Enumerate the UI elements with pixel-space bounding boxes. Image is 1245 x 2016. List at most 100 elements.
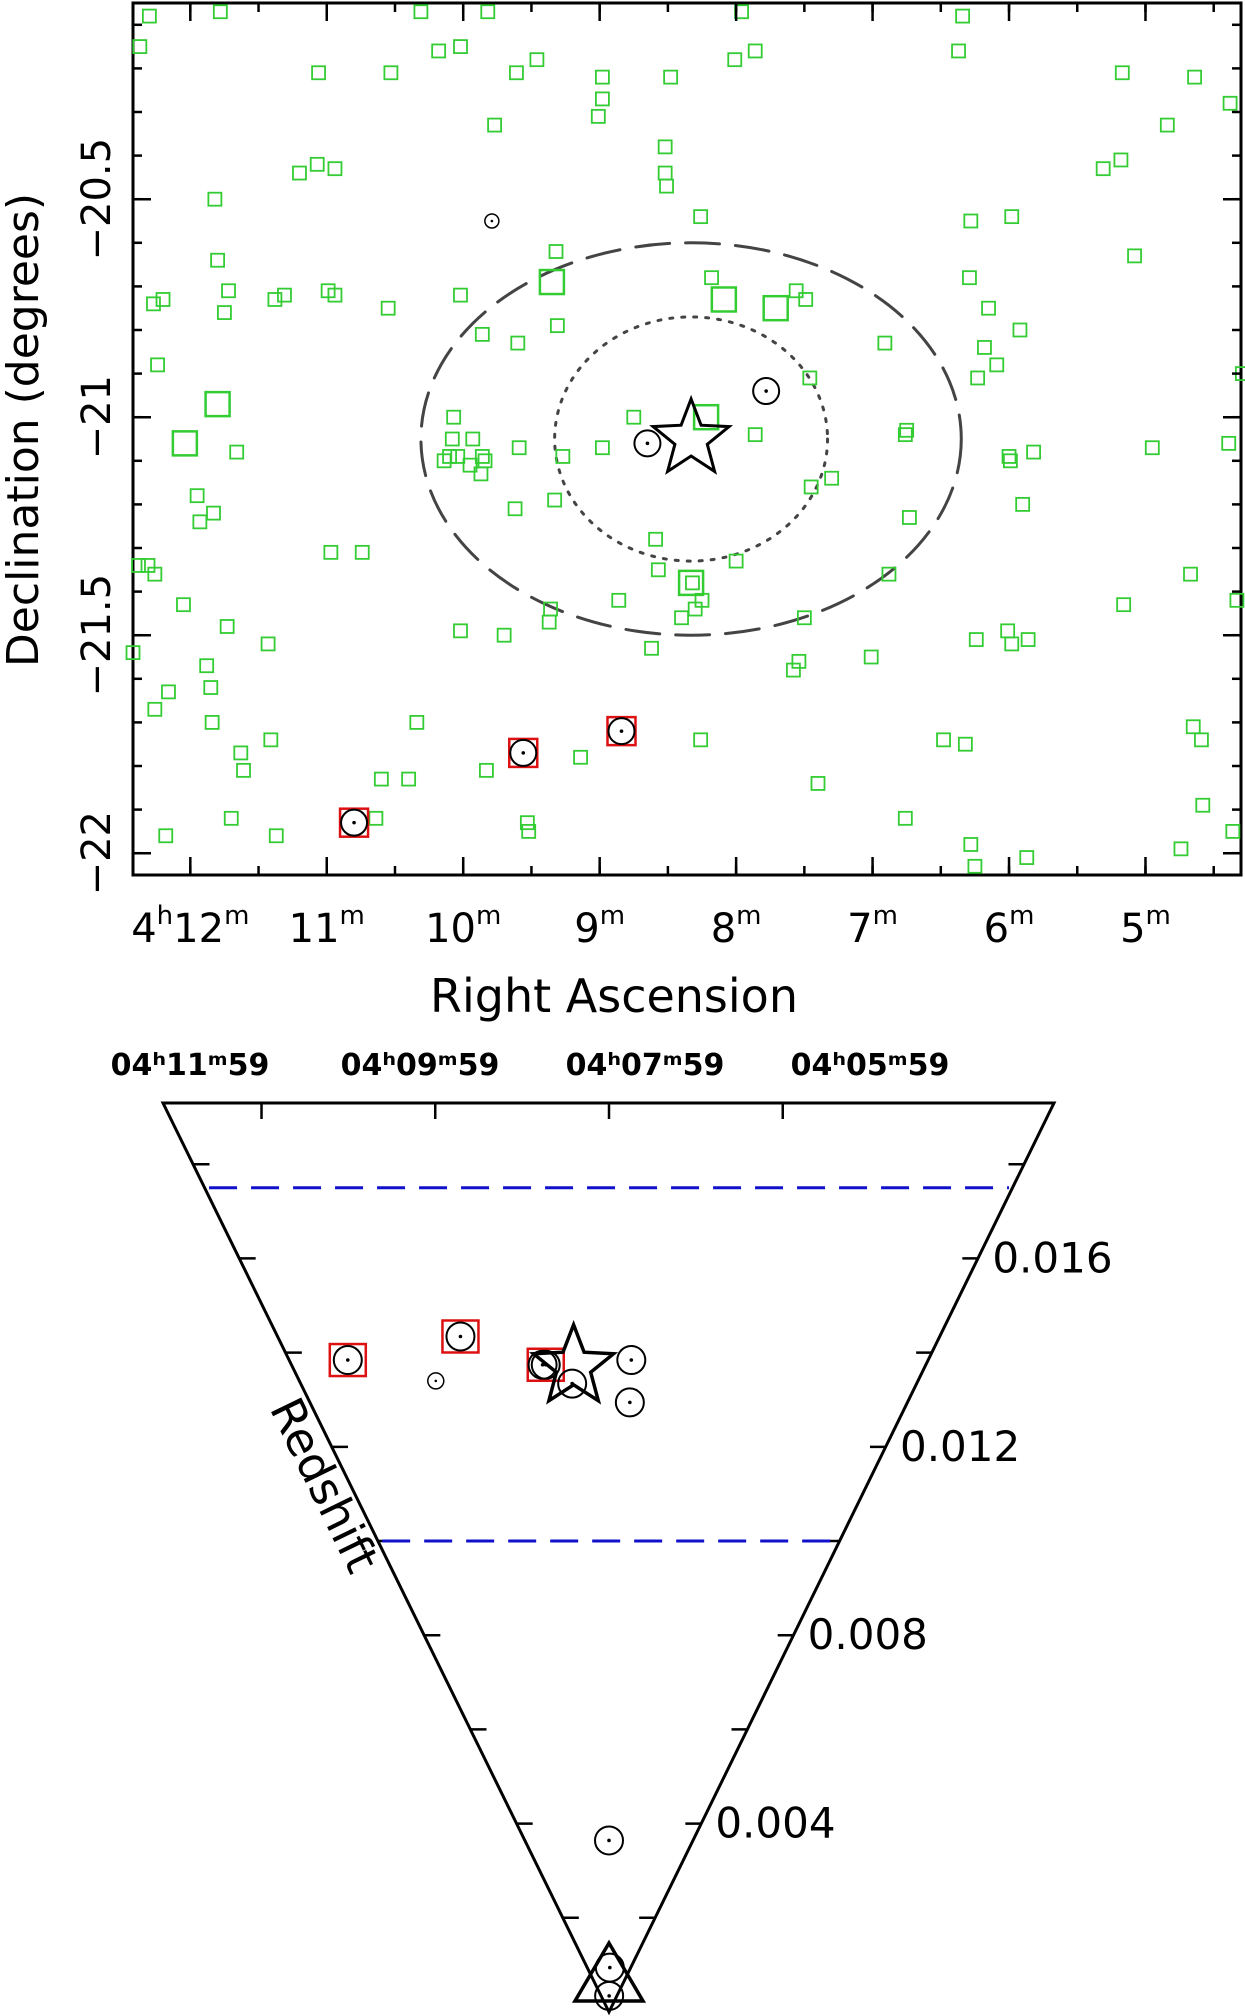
inner-ellipse	[553, 315, 830, 563]
green-square-small	[951, 43, 966, 59]
green-square-small	[453, 287, 468, 303]
green-square-small	[1001, 449, 1017, 464]
galaxy-circle	[557, 1368, 588, 1399]
galaxy-center-dot	[607, 1838, 611, 1843]
galaxy-circle	[607, 717, 636, 746]
green-square-small	[1225, 824, 1241, 839]
sky-map-frame	[131, 1, 1243, 877]
redshift-wedge-outline	[160, 1101, 1057, 2016]
green-square-small	[541, 614, 557, 630]
green-square-small	[1159, 117, 1175, 133]
redshift-tick-label: 0.008	[808, 1610, 928, 1659]
green-square-small	[323, 544, 339, 560]
green-square-small	[555, 449, 571, 464]
green-square-small	[573, 749, 588, 765]
galaxy-circle	[594, 1980, 625, 2011]
green-square-small	[1012, 322, 1028, 338]
green-square-small	[791, 653, 807, 669]
green-square-small	[902, 510, 917, 525]
green-square-small	[957, 736, 973, 752]
green-square-small	[199, 658, 215, 674]
green-square-small	[963, 837, 979, 852]
green-square-small	[989, 357, 1005, 373]
green-square-large	[204, 390, 231, 418]
green-square-small	[1114, 65, 1130, 81]
green-square-small	[547, 492, 563, 508]
green-square-small	[1185, 719, 1201, 735]
green-square-small	[897, 810, 913, 826]
green-square-small	[292, 165, 307, 181]
galaxy-circle	[616, 1345, 647, 1376]
green-square-small	[529, 52, 545, 68]
green-square-small	[147, 701, 163, 717]
galaxy-center-dot	[490, 219, 494, 223]
green-square-small	[453, 623, 468, 639]
green-square-small	[474, 449, 490, 464]
green-square-small	[236, 762, 251, 778]
green-square-small	[863, 649, 879, 665]
green-square-small	[1002, 453, 1018, 469]
green-square-small	[798, 292, 814, 307]
green-square-small	[728, 553, 744, 569]
green-square-small	[511, 440, 527, 456]
green-square-small	[1173, 841, 1189, 857]
green-square-small	[487, 117, 503, 133]
green-square-small	[594, 69, 610, 85]
galaxy-center-dot	[607, 1994, 611, 1998]
green-square-small	[496, 627, 512, 643]
green-square-small	[158, 828, 174, 844]
green-square-small	[212, 4, 228, 20]
dec-tick-label: −21.5	[74, 574, 120, 697]
green-square-small	[327, 287, 343, 303]
green-square-small	[383, 65, 399, 81]
green-square-small	[450, 449, 466, 464]
galaxy-circle	[445, 1321, 476, 1352]
ra-tick-label: 11m	[289, 901, 365, 952]
green-square-small	[611, 592, 627, 608]
galaxy-circle	[332, 1345, 363, 1376]
red-square	[441, 1319, 480, 1354]
green-square-small	[936, 732, 951, 748]
green-square-small	[674, 610, 689, 626]
galaxy-center-dot	[434, 1379, 438, 1383]
galaxy-circle	[594, 1825, 624, 1856]
green-square-small	[446, 409, 462, 425]
green-square-small	[268, 828, 284, 844]
green-square-small	[1183, 566, 1198, 582]
green-square-small	[223, 810, 239, 826]
green-square-small	[401, 771, 417, 787]
ra-tick-label: 9m	[574, 901, 625, 952]
galaxy-circle-small	[427, 1372, 445, 1390]
galaxy-circle	[527, 1349, 558, 1380]
green-square-small	[626, 409, 642, 425]
green-square-small	[327, 161, 343, 177]
outer-ellipse	[419, 241, 963, 637]
green-square-small	[507, 501, 523, 517]
green-square-small	[970, 370, 986, 386]
galaxy-center-dot	[645, 441, 650, 446]
sky-map-data	[125, 4, 1245, 874]
green-square-small	[1229, 592, 1245, 608]
green-square-small	[693, 209, 709, 225]
green-square-small	[132, 39, 148, 54]
green-square-small	[687, 601, 703, 617]
green-square-small	[465, 431, 481, 447]
green-square-small	[1195, 797, 1211, 813]
green-square-small	[309, 156, 325, 172]
ra-tick-label: 6m	[984, 901, 1035, 952]
green-square-small	[192, 514, 208, 530]
green-square-small	[431, 43, 447, 59]
dec-tick-label: −22	[74, 811, 120, 895]
wedge-ra-labels: 04ʰ11ᵐ59 04ʰ09ᵐ59 04ʰ07ᵐ59 04ʰ05ᵐ59	[111, 1048, 950, 1083]
green-square-small	[519, 815, 535, 831]
wedge-axis-label: Redshift	[259, 1389, 389, 1580]
green-square-small	[509, 65, 524, 81]
green-square-small	[206, 505, 221, 521]
galaxy-center-dot	[458, 1334, 463, 1339]
green-square-small	[155, 292, 171, 307]
group-center-star	[528, 1319, 619, 1405]
green-square-small	[150, 357, 165, 373]
green-square-large	[710, 286, 738, 313]
green-square-small	[436, 453, 452, 469]
